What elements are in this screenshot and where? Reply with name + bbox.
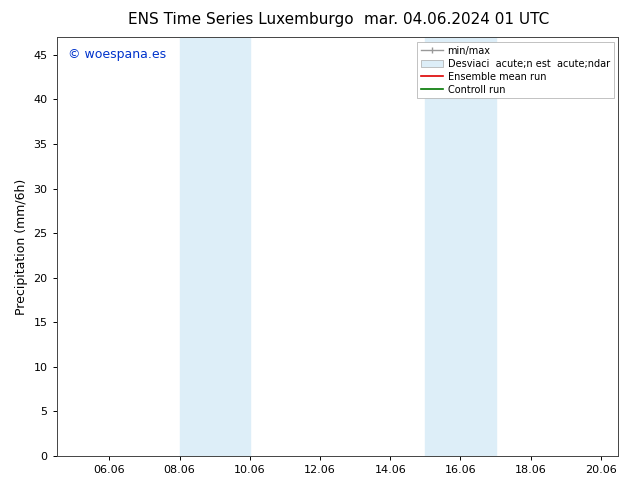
Text: mar. 04.06.2024 01 UTC: mar. 04.06.2024 01 UTC <box>364 12 549 27</box>
Text: © woespana.es: © woespana.es <box>68 48 166 61</box>
Legend: min/max, Desviaci  acute;n est  acute;ndar, Ensemble mean run, Controll run: min/max, Desviaci acute;n est acute;ndar… <box>417 42 614 98</box>
Y-axis label: Precipitation (mm/6h): Precipitation (mm/6h) <box>15 178 28 315</box>
Text: ENS Time Series Luxemburgo: ENS Time Series Luxemburgo <box>128 12 354 27</box>
Bar <box>425 37 496 456</box>
Bar <box>179 37 250 456</box>
